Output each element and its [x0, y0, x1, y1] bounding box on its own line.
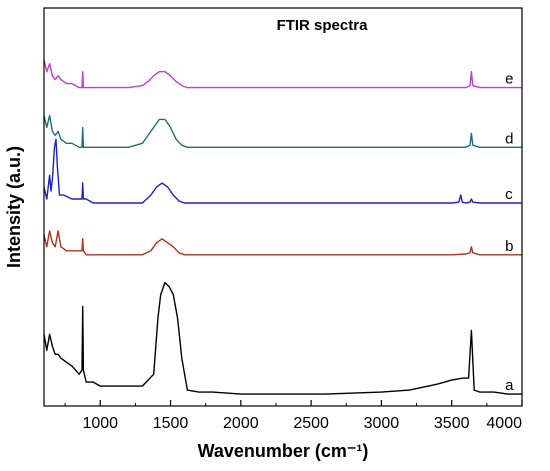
series-line-c	[43, 138, 522, 204]
series-layer	[43, 59, 522, 395]
chart-title: FTIR spectra	[277, 17, 369, 34]
series-line-b	[43, 230, 522, 256]
series-label-layer: a b c d e	[505, 71, 514, 395]
x-axis-title: Wavenumber (cm⁻¹)	[198, 441, 369, 461]
x-tick-label: 3000	[364, 415, 400, 432]
x-tick-label: 2500	[293, 415, 329, 432]
series-line-a	[43, 281, 522, 395]
series-label-d: d	[505, 130, 513, 147]
x-tick-label: 3500	[434, 415, 470, 432]
x-tick-label: 2000	[223, 415, 259, 432]
x-tick-label: 1500	[153, 415, 189, 432]
plot-frame	[43, 7, 523, 407]
x-tick-label: 4000	[486, 415, 522, 432]
series-line-e	[43, 59, 522, 89]
series-label-e: e	[505, 71, 513, 88]
x-tick-label: 1000	[82, 415, 118, 432]
y-axis-title: Intensity (a.u.)	[4, 146, 24, 268]
x-tick-layer: 1000 1500 2000 2500 3000 3500 4000	[64, 400, 523, 432]
series-line-d	[43, 114, 522, 149]
series-label-c: c	[505, 186, 513, 203]
series-label-a: a	[505, 377, 514, 394]
series-label-b: b	[505, 238, 513, 255]
